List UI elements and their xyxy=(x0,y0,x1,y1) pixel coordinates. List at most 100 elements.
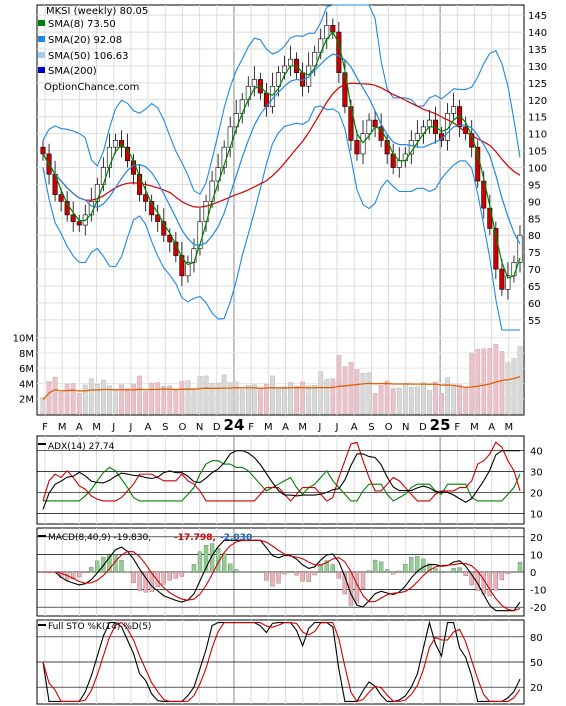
minus-di-line xyxy=(42,441,521,502)
macd-histogram-bar xyxy=(71,571,76,580)
x-tick-label: N xyxy=(402,422,409,433)
x-tick-label: M xyxy=(264,422,273,433)
macd-histogram-bar xyxy=(89,567,94,573)
macd-histogram-bar xyxy=(391,571,396,575)
candle-body xyxy=(185,261,191,277)
volume-bar xyxy=(191,388,197,415)
macd-histogram-bar xyxy=(125,571,130,573)
macd-histogram-bar xyxy=(167,571,172,581)
volume-bar xyxy=(294,386,299,415)
macd-signal-line xyxy=(43,539,521,612)
macd-histogram-bar xyxy=(191,564,197,573)
volume-bar xyxy=(469,352,475,415)
macd-histogram-bar xyxy=(270,571,275,587)
volume-average-line xyxy=(42,376,521,401)
x-tick-label: A xyxy=(282,422,289,433)
x-tick-label: M xyxy=(58,422,67,433)
macd-histogram-bar xyxy=(499,571,505,581)
macd-histogram-bar xyxy=(324,560,329,573)
price-tick-label: 55 xyxy=(528,316,541,327)
volume-bar xyxy=(149,382,155,415)
volume-bar xyxy=(306,385,312,415)
watermark: OptionChance.com xyxy=(44,82,139,93)
volume-bar xyxy=(372,393,378,415)
candle-body xyxy=(366,119,372,134)
macd-histogram-bar xyxy=(137,571,142,591)
macd-histogram-bar xyxy=(463,571,468,577)
volume-bar xyxy=(107,385,112,415)
candle-body xyxy=(469,133,475,148)
volume-bar xyxy=(300,381,306,415)
volume-bar xyxy=(475,349,481,415)
macd-histogram-bar xyxy=(318,564,323,573)
macd-signal-value: -17.798, xyxy=(174,533,216,543)
x-tick-label: 24 xyxy=(224,416,245,434)
candle-body xyxy=(76,221,82,226)
volume-bar xyxy=(396,387,402,415)
sma20-line xyxy=(42,53,521,246)
volume-bar xyxy=(481,348,487,415)
volume-bar xyxy=(487,347,493,415)
macd-histogram-bar xyxy=(487,571,492,597)
macd-histogram-bar xyxy=(433,568,438,573)
indicators xyxy=(37,441,524,703)
volume-bar xyxy=(239,389,245,415)
volume-bar xyxy=(354,369,360,415)
legend-sma20: SMA(20) 92.08 xyxy=(48,35,122,46)
x-tick-label: A xyxy=(351,422,358,433)
volume-bar xyxy=(173,389,179,415)
macd-histogram-bar xyxy=(288,571,293,573)
macd-histogram-bar xyxy=(83,571,88,573)
volume-bar xyxy=(282,386,287,415)
volume-bar xyxy=(336,355,342,415)
macd-tick-label: 20 xyxy=(530,533,543,544)
macd-histogram-bar xyxy=(221,553,227,573)
volume-bar xyxy=(511,358,517,415)
x-tick-label: S xyxy=(368,422,374,433)
volume-bar xyxy=(330,378,336,415)
price-tick-label: 60 xyxy=(528,299,541,310)
candle-body xyxy=(64,201,70,216)
macd-histogram-bar xyxy=(240,571,245,573)
candle-body xyxy=(179,255,185,277)
volume-bar xyxy=(493,344,499,415)
candle-body xyxy=(167,234,173,243)
x-tick-label: N xyxy=(196,422,203,433)
moving-averages xyxy=(42,31,521,279)
sma50-line xyxy=(42,82,521,208)
volume-bar xyxy=(445,377,450,415)
volume-bar xyxy=(70,383,76,415)
price-tick-label: 125 xyxy=(528,79,547,90)
x-tick-label: A xyxy=(76,422,83,433)
macd-histogram-bar xyxy=(282,571,287,575)
macd-histogram-bar xyxy=(366,570,372,573)
macd-histogram-bar xyxy=(161,571,166,585)
volume-bar xyxy=(155,382,161,415)
macd-tick-label: -10 xyxy=(530,586,546,597)
macd-histogram-bar xyxy=(197,551,203,573)
candle-body xyxy=(131,160,137,175)
macd-histogram-bar xyxy=(421,558,426,573)
macd-tick-label: -20 xyxy=(530,603,546,614)
macd-histogram-bar xyxy=(445,571,450,573)
macd-histogram-bar xyxy=(131,571,136,584)
candle-body xyxy=(215,167,221,182)
volume-bar xyxy=(257,388,263,415)
adx-tick-label: 10 xyxy=(530,510,543,521)
x-tick-label: M xyxy=(92,422,101,433)
macd-histogram-bar xyxy=(228,563,233,573)
macd-histogram-bar xyxy=(427,563,432,573)
macd-histogram-bar xyxy=(336,571,342,579)
x-tick-label: F xyxy=(248,422,254,433)
macd-histogram-bar xyxy=(185,571,191,573)
macd-histogram-bar xyxy=(258,571,263,573)
candle-body xyxy=(40,146,46,155)
macd-histogram-bar xyxy=(119,560,124,573)
volume-bar xyxy=(414,386,420,415)
macd-label: MACD(8,40,9) -19.830, xyxy=(48,533,151,543)
x-tick-label: F xyxy=(454,422,460,433)
macd-histogram-bar xyxy=(246,571,251,573)
candle-body xyxy=(100,167,106,185)
price-tick-label: 80 xyxy=(528,231,541,242)
macd-hist-value: -2.030 xyxy=(220,533,252,543)
